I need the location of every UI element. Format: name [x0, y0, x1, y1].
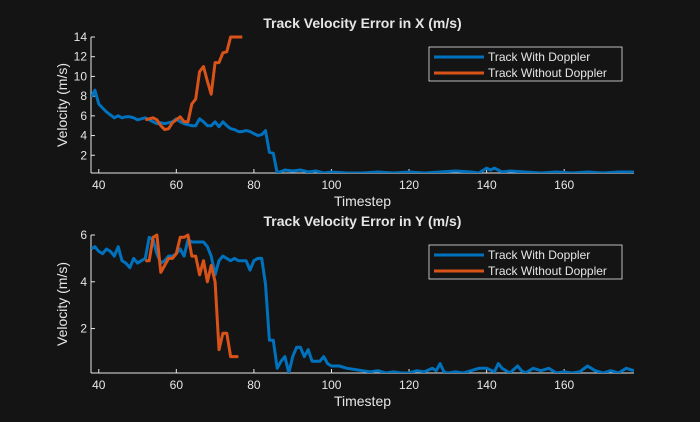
y-tick-label: 2: [80, 148, 87, 162]
legend: Track With Doppler Track Without Doppler: [428, 46, 623, 82]
subplot-2: Track Velocity Error in Y (m/s) 40 60 80 100…: [54, 213, 634, 409]
y-axis-label: Velocity (m/s): [54, 262, 70, 346]
y-tick-label: 4: [80, 275, 87, 289]
x-tick-label: 120: [399, 378, 419, 392]
legend-box: [428, 244, 623, 280]
y-tick-label: 2: [80, 322, 87, 336]
x-tick-label: 60: [170, 378, 184, 392]
y-tick-label: 10: [74, 69, 88, 83]
y-tick-label: 12: [74, 50, 88, 64]
x-tick-label: 60: [170, 178, 184, 192]
y-tick-label: 6: [80, 228, 87, 242]
x-tick-label: 160: [554, 178, 574, 192]
y-axis-label: Velocity (m/s): [54, 63, 70, 147]
x-axis-label: Timestep: [334, 193, 391, 209]
x-tick-label: 40: [92, 178, 106, 192]
x-tick-label: 80: [247, 178, 261, 192]
x-tick-label: 140: [477, 378, 497, 392]
x-axis-label: Timestep: [334, 393, 391, 409]
y-tick-label: 4: [80, 129, 87, 143]
x-tick-label: 100: [321, 178, 341, 192]
x-tick-label: 120: [399, 178, 419, 192]
x-tick-label: 160: [554, 378, 574, 392]
x-tick-label: 40: [92, 378, 106, 392]
y-tick-label: 14: [74, 30, 88, 44]
legend: Track With Doppler Track Without Doppler: [428, 244, 623, 280]
series-line-with-doppler: [91, 88, 634, 173]
legend-label: Track Without Doppler: [488, 66, 607, 80]
x-tick-label: 80: [247, 378, 261, 392]
x-tick-label: 140: [477, 178, 497, 192]
chart-title: Track Velocity Error in Y (m/s): [264, 213, 462, 229]
subplot-1: Track Velocity Error in X (m/s) 40 60 80 100…: [54, 15, 634, 209]
legend-label: Track With Doppler: [488, 248, 590, 262]
legend-label: Track Without Doppler: [488, 264, 607, 278]
chart-title: Track Velocity Error in X (m/s): [263, 15, 461, 31]
legend-box: [428, 46, 623, 82]
series-line-without-doppler: [144, 35, 243, 132]
legend-label: Track With Doppler: [488, 50, 590, 64]
x-tick-label: 100: [321, 378, 341, 392]
series-line-without-doppler: [145, 233, 239, 359]
y-tick-label: 6: [80, 109, 87, 123]
y-tick-label: 8: [80, 89, 87, 103]
